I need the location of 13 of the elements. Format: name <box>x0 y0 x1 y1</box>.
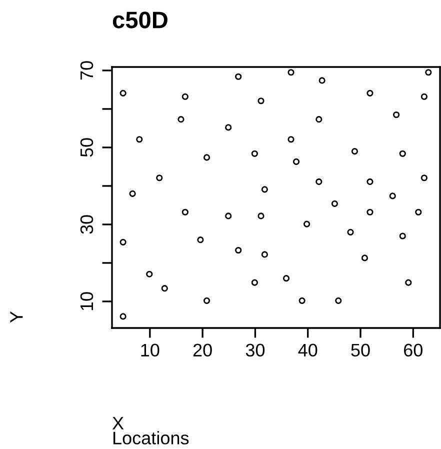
x-axis-title: X Locations <box>112 416 189 444</box>
x-tick-label: 10 <box>141 344 160 357</box>
x-tick-label: 30 <box>246 344 265 357</box>
x-tick-label: 60 <box>404 344 422 357</box>
chart-title: c50D <box>112 12 168 28</box>
x-tick-label: 40 <box>298 344 318 357</box>
y-tick-label: 70 <box>80 61 94 80</box>
x-tick-label: 20 <box>193 344 212 357</box>
x-tick-label: 50 <box>351 344 370 357</box>
y-tick-label: 50 <box>80 138 94 157</box>
y-tick-label: 10 <box>80 292 94 310</box>
y-axis-title: Y <box>10 311 23 323</box>
y-tick-label: 30 <box>80 215 94 234</box>
